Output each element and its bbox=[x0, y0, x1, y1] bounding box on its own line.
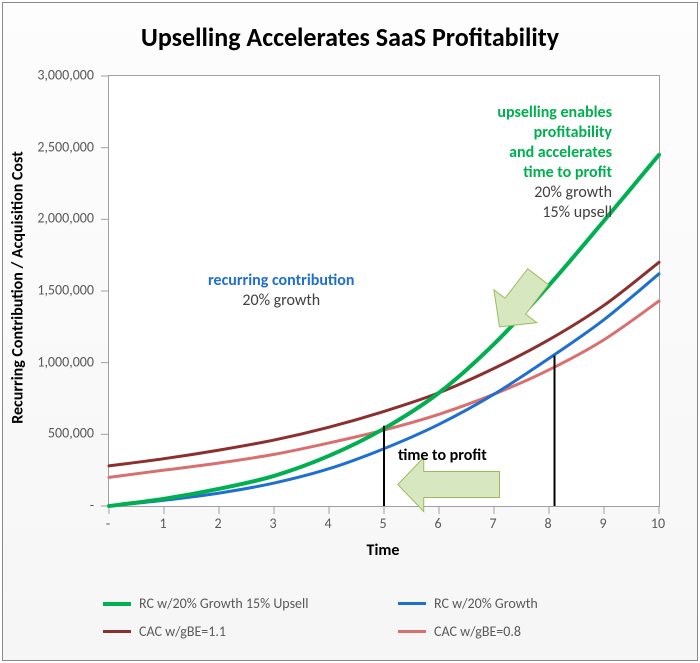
x-tick-label: 4 bbox=[324, 515, 331, 532]
legend-label: CAC w/gBE=1.1 bbox=[139, 623, 226, 640]
legend-swatch-icon bbox=[398, 630, 426, 633]
x-tick-label: 5 bbox=[379, 515, 386, 532]
annotation-line: upselling enables bbox=[497, 103, 612, 123]
y-axis-label: Recurring Contribution / Acquisition Cos… bbox=[9, 98, 28, 478]
y-tick-label: 1,500,000 bbox=[37, 282, 94, 299]
recurring-contribution-annotation: recurring contribution20% growth bbox=[208, 271, 354, 311]
legend-item: CAC w/gBE=0.8 bbox=[398, 623, 521, 640]
annotation-line: time to profit bbox=[497, 163, 612, 183]
x-tick-label: 8 bbox=[544, 515, 551, 532]
legend-item: RC w/20% Growth bbox=[398, 595, 538, 612]
x-tick-label: 2 bbox=[214, 515, 221, 532]
x-tick-label: 10 bbox=[651, 515, 665, 532]
y-tick-label: 3,000,000 bbox=[37, 67, 94, 84]
y-tick-label: 2,000,000 bbox=[37, 210, 94, 227]
x-tick-label: 6 bbox=[434, 515, 441, 532]
chart-title: Upselling Accelerates SaaS Profitability bbox=[3, 21, 697, 53]
x-axis-label: Time bbox=[108, 541, 658, 560]
legend-swatch-icon bbox=[398, 602, 426, 605]
legend-swatch-icon bbox=[103, 630, 131, 633]
legend-label: CAC w/gBE=0.8 bbox=[434, 623, 521, 640]
upsell-annotation: upselling enablesprofitabilityand accele… bbox=[497, 103, 612, 223]
annotation-line: 20% growth bbox=[497, 183, 612, 203]
x-tick-label: 3 bbox=[269, 515, 276, 532]
annotation-line: recurring contribution bbox=[208, 271, 354, 291]
y-tick-label: - bbox=[90, 497, 94, 514]
annotation-line: and accelerates bbox=[497, 143, 612, 163]
x-tick-label: 1 bbox=[159, 515, 166, 532]
legend-item: CAC w/gBE=1.1 bbox=[103, 623, 226, 640]
legend-label: RC w/20% Growth 15% Upsell bbox=[139, 595, 308, 612]
annotation-line: 15% upsell bbox=[497, 203, 612, 223]
chart-container: Upselling Accelerates SaaS Profitability… bbox=[2, 2, 698, 661]
annotation-line: time to profit bbox=[398, 446, 487, 466]
y-tick-label: 1,000,000 bbox=[37, 353, 94, 370]
legend-swatch-icon bbox=[103, 602, 131, 606]
annotation-line: profitability bbox=[497, 123, 612, 143]
annotation-line: 20% growth bbox=[208, 291, 354, 311]
legend-item: RC w/20% Growth 15% Upsell bbox=[103, 595, 308, 612]
x-tick-label: 9 bbox=[599, 515, 606, 532]
legend-label: RC w/20% Growth bbox=[434, 595, 538, 612]
x-tick-label: 7 bbox=[489, 515, 496, 532]
y-tick-label: 500,000 bbox=[48, 425, 94, 442]
time-to-profit-label: time to profit bbox=[398, 446, 487, 466]
y-tick-label: 2,500,000 bbox=[37, 138, 94, 155]
x-tick-label: - bbox=[106, 515, 110, 532]
